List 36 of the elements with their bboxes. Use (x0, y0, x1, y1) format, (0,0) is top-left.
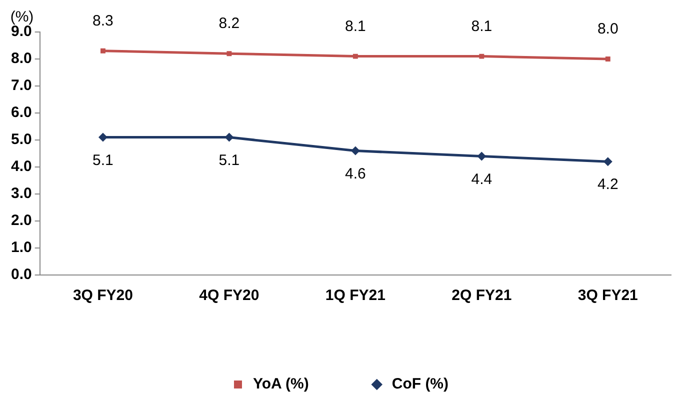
x-tick-label: 4Q FY20 (199, 287, 260, 304)
x-tick-label: 1Q FY21 (325, 287, 386, 304)
x-tick-label: 3Q FY20 (72, 287, 133, 304)
y-tick-label: 3.0 (10, 185, 32, 202)
point (603, 157, 612, 166)
data-label: 8.3 (92, 12, 114, 30)
y-tick-label: 7.0 (10, 77, 32, 94)
data-label: 5.1 (218, 152, 240, 169)
point (98, 132, 108, 142)
y-tick-label: 1.0 (10, 239, 32, 256)
data-label: 4.4 (471, 170, 492, 188)
y-axis-title: (%) (10, 8, 34, 26)
point (352, 54, 358, 59)
x-tick-label: 3Q FY21 (578, 287, 638, 304)
point (350, 146, 360, 156)
legend-label: YoA (%) (252, 376, 309, 393)
data-label: 8.2 (218, 15, 240, 32)
y-tick-label: 8.0 (10, 50, 32, 68)
data-label: 8.1 (344, 18, 366, 35)
data-label: 5.1 (92, 152, 114, 169)
y-tick-label: 4.0 (10, 158, 32, 176)
data-label: 8.1 (471, 18, 492, 35)
y-tick-label: 5.0 (10, 131, 32, 148)
point (226, 51, 232, 56)
y-tick-label: 2.0 (10, 212, 32, 230)
y-tick-label: 6.0 (10, 104, 32, 122)
point (100, 48, 106, 54)
y-tick-label: 0.0 (10, 266, 32, 284)
point (477, 152, 486, 161)
data-label: 4.6 (344, 165, 366, 182)
point (605, 56, 610, 62)
point (479, 54, 484, 59)
x-tick-label: 2Q FY21 (452, 287, 512, 304)
legend-label: CoF (%) (392, 376, 449, 393)
data-label: 8.0 (597, 20, 618, 38)
data-label: 4.2 (597, 176, 618, 194)
